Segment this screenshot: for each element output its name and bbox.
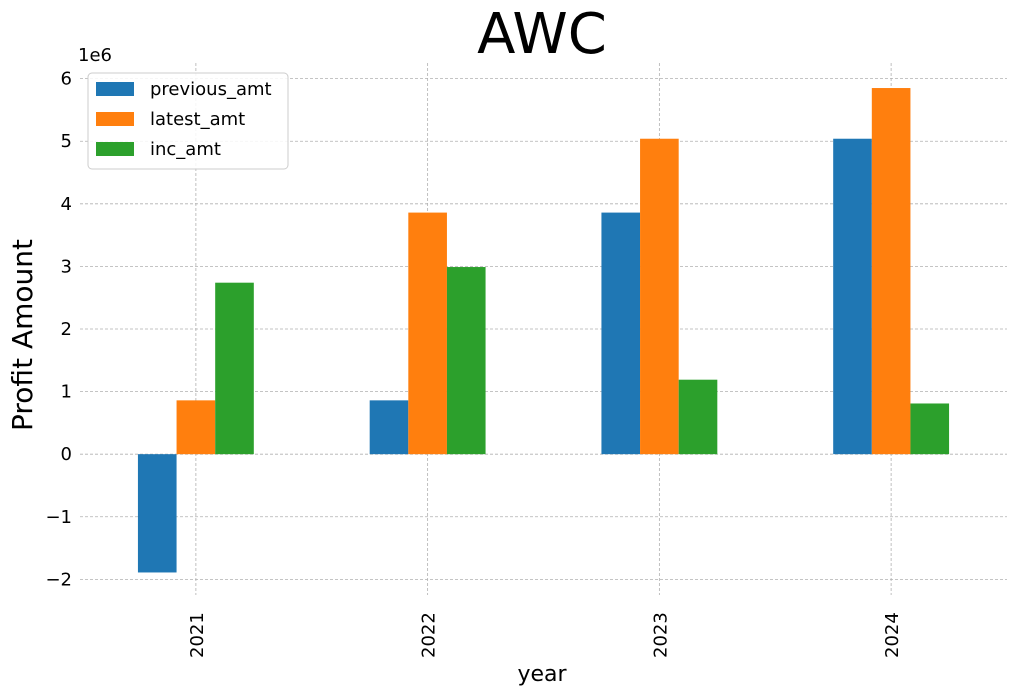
legend-box bbox=[87, 72, 289, 170]
y-axis-offset-label: 1e6 bbox=[78, 45, 112, 66]
y-tick-label: 5 bbox=[61, 131, 72, 152]
y-tick-label: −2 bbox=[45, 569, 72, 590]
y-axis-label: Profit Amount bbox=[6, 239, 39, 431]
legend: previous_amt latest_amt inc_amt bbox=[87, 72, 289, 170]
x-tick-label: 2024 bbox=[882, 612, 903, 658]
y-tick-label: 1 bbox=[61, 382, 72, 403]
y-tick-label: 2 bbox=[61, 319, 72, 340]
y-tick-label: 4 bbox=[61, 194, 72, 215]
legend-swatch-latest_amt bbox=[96, 112, 134, 126]
bar-inc_amt-2021 bbox=[215, 282, 254, 455]
bar-previous_amt-2021 bbox=[137, 454, 177, 573]
y-tick-label: 0 bbox=[61, 444, 72, 465]
bar-previous_amt-2022 bbox=[369, 400, 409, 455]
bar-latest_amt-2024 bbox=[871, 88, 911, 455]
x-tick-label: 2022 bbox=[419, 612, 440, 658]
bar-inc_amt-2022 bbox=[446, 267, 486, 455]
bar-previous_amt-2023 bbox=[601, 212, 641, 455]
y-tick-label: 3 bbox=[61, 256, 72, 277]
y-tick-label: 6 bbox=[61, 69, 72, 90]
bar-inc_amt-2023 bbox=[678, 379, 718, 455]
legend-label-previous_amt: previous_amt bbox=[150, 79, 272, 100]
bar-inc_amt-2024 bbox=[910, 403, 950, 455]
legend-swatch-previous_amt bbox=[96, 82, 134, 96]
y-tick-label: −1 bbox=[45, 507, 72, 528]
legend-label-inc_amt: inc_amt bbox=[150, 139, 221, 160]
bars bbox=[137, 88, 950, 573]
chart-title: AWC bbox=[477, 2, 607, 67]
bar-latest_amt-2021 bbox=[176, 400, 216, 455]
x-tick-label: 2021 bbox=[187, 612, 208, 658]
tick-labels: −2 −1 0 1 2 3 4 5 6 2021 2022 2023 2024 bbox=[45, 69, 903, 658]
x-axis-label: year bbox=[517, 662, 567, 687]
bar-latest_amt-2023 bbox=[640, 138, 679, 455]
legend-swatch-inc_amt bbox=[96, 142, 134, 156]
x-tick-label: 2023 bbox=[650, 612, 671, 658]
bar-latest_amt-2022 bbox=[408, 212, 447, 455]
legend-label-latest_amt: latest_amt bbox=[150, 109, 245, 130]
bar-previous_amt-2024 bbox=[833, 138, 872, 455]
